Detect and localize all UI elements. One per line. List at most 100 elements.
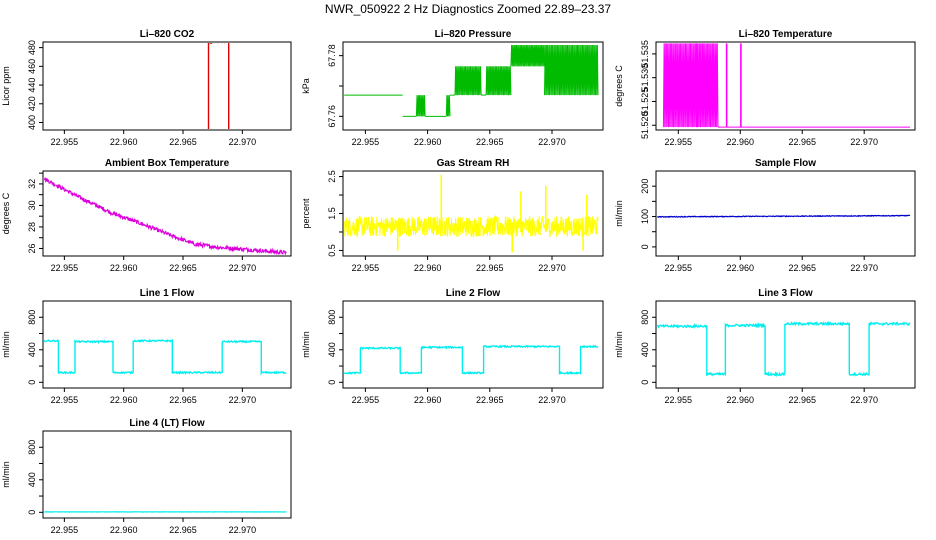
x-tick-label: 22.955 [665,395,693,405]
x-tick-label: 22.960 [110,525,138,535]
plot-frame [42,430,292,519]
y-tick-label: 67.78 [327,44,337,67]
panel-line3: Line 3 Flow ml/min 0 400 800 22.955 22.960 22.9… [614,288,916,405]
y-tick-label: 2.5 [327,170,337,183]
x-tick-label: 22.960 [414,395,442,405]
plot-frame [42,300,292,389]
y-tick-label: 200 [640,179,650,194]
y-axis-label: kPa [301,78,311,94]
series-temperature [662,43,911,128]
x-tick-label: 22.970 [850,395,878,405]
data-band [415,95,426,117]
y-axis-label: ml/min [301,331,311,358]
x-tick-label: 22.955 [665,263,693,273]
x-tick-label: 22.970 [850,263,878,273]
y-tick-label: 0 [640,380,650,385]
panel-title: Ambient Box Temperature [105,158,230,169]
figure-title: NWR_050922 2 Hz Diagnostics Zoomed 22.89… [325,2,611,16]
y-tick-label: 460 [27,59,37,74]
data-line [207,43,230,129]
data-band [445,95,451,117]
panel-title: Li–820 Pressure [435,29,512,40]
panel-title: Li–820 Temperature [739,29,833,40]
plot-frame [342,300,604,389]
y-tick-label: 800 [327,310,337,325]
x-tick-label: 22.960 [414,137,442,147]
x-tick-label: 22.965 [169,525,197,535]
x-tick-label: 22.955 [665,137,693,147]
series-ambient [44,177,287,255]
y-tick-label: 480 [27,40,37,55]
y-tick-label: 28 [27,222,37,232]
y-tick-label: 51.520 [640,111,650,139]
y-tick-label: 67.76 [327,105,337,128]
panel-line4: Line 4 (LT) Flow ml/min 0 400 800 22.955 22.96… [1,418,292,535]
y-tick-label: 400 [327,342,337,357]
x-tick-label: 22.955 [51,395,79,405]
y-tick-label: 800 [27,310,37,325]
x-tick-label: 22.960 [110,263,138,273]
data-line [344,214,599,239]
panel-pressure: Li–820 Pressure kPa 67.76 67.78 22.955 22.960… [301,29,604,147]
x-tick-label: 22.955 [352,395,380,405]
panel-rh: Gas Stream RH percent 0.5 1.5 2.5 22.955 22.96… [301,158,604,273]
panel-title: Line 2 Flow [446,288,501,299]
y-tick-label: 800 [640,310,650,325]
x-tick-label: 22.965 [476,395,504,405]
y-tick-label: 51.530 [640,64,650,92]
x-tick-label: 22.955 [352,263,380,273]
plot-frame [655,41,916,131]
series-co2 [207,43,230,129]
data-band [508,66,512,96]
y-axis-label: ml/min [1,331,11,358]
series-rh [344,174,599,253]
x-tick-label: 22.955 [352,137,380,147]
x-tick-label: 22.970 [538,395,566,405]
plot-frame [655,300,916,389]
panel-line1: Line 1 Flow ml/min 0 400 800 22.955 22.960 22.9… [1,288,292,405]
series-pressure [344,44,599,117]
plot-frame [655,170,916,257]
x-tick-label: 22.970 [229,263,257,273]
y-tick-label: 0.5 [327,244,337,257]
x-tick-label: 22.960 [110,395,138,405]
x-tick-label: 22.965 [476,263,504,273]
y-tick-label: 51.535 [640,40,650,68]
data-band [662,43,702,128]
x-tick-label: 22.955 [51,137,79,147]
y-tick-label: 440 [27,78,37,93]
x-tick-label: 22.965 [788,395,816,405]
x-tick-label: 22.965 [169,137,197,147]
x-tick-label: 22.960 [727,263,755,273]
y-tick-label: 400 [27,115,37,130]
x-tick-label: 22.970 [538,263,566,273]
data-line [657,320,911,378]
panel-sample: Sample Flow ml/min 0 100 200 22.955 22.960 22.9… [614,158,916,273]
data-line [344,344,599,376]
x-tick-label: 22.970 [229,395,257,405]
panel-ambient: Ambient Box Temperature degrees C 26 28 30 32… [1,158,292,273]
panel-title: Gas Stream RH [437,158,510,169]
data-band [454,66,482,96]
data-band [700,43,719,128]
y-axis-label: ml/min [614,200,624,227]
x-tick-label: 22.970 [229,525,257,535]
x-tick-label: 22.965 [788,263,816,273]
series-line3 [657,320,911,378]
y-tick-label: 26 [27,243,37,253]
y-tick-label: 0 [27,380,37,385]
x-tick-label: 22.965 [788,137,816,147]
x-tick-label: 22.960 [110,137,138,147]
series-sample [657,214,911,218]
y-tick-label: 0 [640,244,650,249]
y-tick-label: 400 [27,342,37,357]
x-tick-label: 22.965 [169,263,197,273]
plot-frame [42,41,292,131]
y-tick-label: 100 [640,209,650,224]
plot-frame [342,170,604,257]
data-line [44,338,287,376]
y-tick-label: 400 [27,472,37,487]
data-band [485,66,509,96]
data-line [657,214,911,218]
